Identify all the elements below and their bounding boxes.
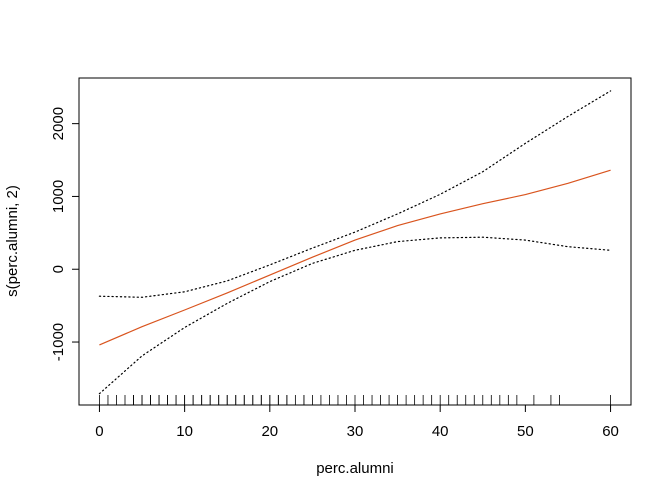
plot-frame bbox=[78, 77, 632, 406]
x-tick-label: 40 bbox=[432, 423, 449, 440]
series-lines bbox=[98, 90, 612, 395]
y-tick-label: 2000 bbox=[50, 107, 67, 140]
x-tick-label: 60 bbox=[602, 423, 619, 440]
rug-marks bbox=[99, 395, 611, 405]
x-tick-label: 10 bbox=[176, 423, 193, 440]
y-axis-title: s(perc.alumni, 2) bbox=[4, 185, 21, 297]
y-tick-label: 0 bbox=[50, 265, 67, 273]
series-fit-line bbox=[99, 169, 611, 346]
x-tick-label: 0 bbox=[95, 423, 103, 440]
x-tick-label: 20 bbox=[261, 423, 278, 440]
y-axis: -1000 0 1000 2000 bbox=[50, 107, 80, 361]
y-tick-label: 1000 bbox=[50, 180, 67, 213]
y-tick-label: -1000 bbox=[50, 323, 67, 361]
x-axis: 0 10 20 30 40 50 60 bbox=[95, 404, 619, 440]
x-tick-label: 30 bbox=[347, 423, 364, 440]
series-upper-band-line bbox=[98, 90, 612, 298]
series-lower-band-line bbox=[98, 236, 612, 395]
x-axis-title: perc.alumni bbox=[316, 460, 394, 477]
x-tick-label: 50 bbox=[517, 423, 534, 440]
